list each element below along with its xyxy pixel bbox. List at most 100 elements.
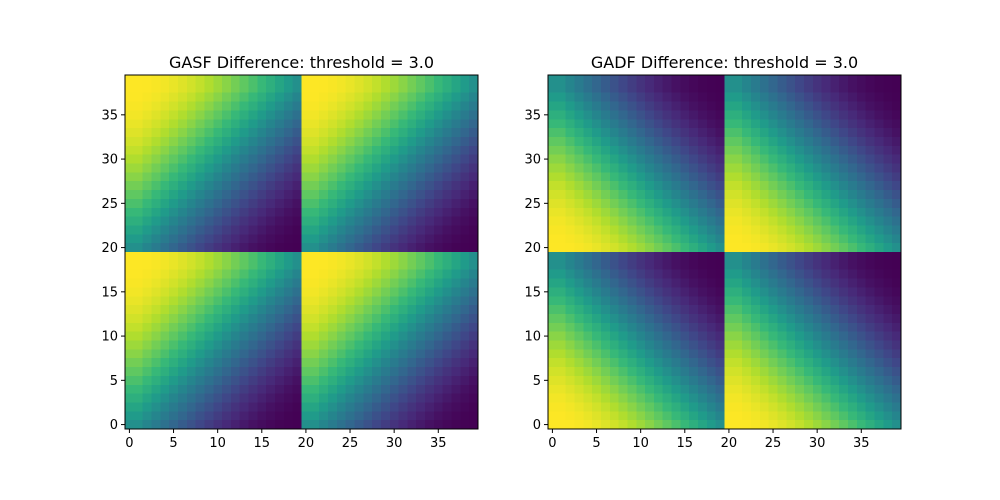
gasf-cell: [195, 190, 205, 200]
gasf-cell: [363, 358, 373, 368]
gadf-cell: [733, 287, 743, 297]
gadf-cell: [892, 340, 902, 350]
gadf-cell: [874, 358, 884, 368]
gasf-cell: [319, 234, 329, 244]
gadf-cell: [795, 92, 805, 102]
gadf-cell: [821, 243, 831, 253]
gasf-cell: [389, 296, 399, 306]
gadf-cell: [689, 269, 699, 279]
gadf-cell: [892, 420, 902, 430]
gasf-cell: [442, 234, 452, 244]
gadf-cell: [627, 420, 637, 430]
gasf-cell: [327, 278, 338, 288]
gasf-cell: [389, 349, 399, 359]
gadf-cell: [689, 243, 699, 253]
gadf-cell: [777, 287, 787, 297]
gadf-cell: [618, 278, 628, 288]
gasf-cell: [266, 375, 276, 386]
gasf-cell: [283, 340, 294, 350]
gadf-cell: [636, 287, 646, 297]
gasf-cell: [398, 207, 408, 217]
gadf-cell: [724, 313, 734, 324]
gasf-cell: [142, 243, 152, 253]
gasf-cell: [310, 287, 320, 297]
gasf-cell: [354, 163, 364, 173]
gadf-cell: [715, 393, 725, 403]
gasf-cell: [380, 243, 391, 253]
gasf-cell: [363, 287, 373, 297]
gadf-cell: [556, 349, 566, 359]
gadf-cell: [830, 358, 840, 368]
gadf-cell: [786, 216, 796, 226]
gadf-cell: [565, 207, 575, 217]
gadf-cell: [548, 420, 558, 430]
gadf-cell: [715, 225, 725, 235]
gasf-cell: [266, 260, 276, 271]
gasf-cell: [151, 207, 161, 217]
gasf-cell: [451, 225, 461, 235]
gasf-cell: [266, 119, 276, 129]
gadf-cell: [645, 313, 655, 324]
gasf-cell: [354, 252, 364, 262]
gadf-cell: [565, 154, 575, 164]
gasf-cell: [310, 340, 320, 350]
gadf-cell: [768, 269, 778, 279]
gasf-cell: [345, 110, 355, 120]
gasf-cell: [336, 358, 346, 368]
gasf-cell: [239, 234, 249, 244]
gadf-cell: [574, 172, 584, 182]
gadf-cell: [689, 296, 699, 306]
gasf-cell: [275, 163, 285, 173]
gadf-cell: [662, 420, 672, 430]
gasf-cell: [327, 305, 338, 315]
gadf-cell: [715, 207, 725, 217]
gasf-cell: [169, 163, 179, 173]
gadf-cell: [865, 190, 875, 200]
gadf-cell: [777, 393, 787, 403]
gadf-cell: [768, 367, 778, 377]
gadf-cell: [609, 234, 619, 244]
gasf-cell: [169, 172, 179, 182]
gadf-cell: [733, 190, 743, 200]
gasf-cell: [433, 136, 444, 147]
gadf-cell: [680, 234, 690, 244]
gadf-cell: [592, 375, 602, 386]
gasf-cell: [460, 420, 470, 430]
gadf-cell: [662, 172, 672, 182]
gadf-cell: [565, 216, 575, 226]
gadf-cell: [883, 349, 893, 359]
gasf-cell: [239, 92, 249, 102]
gadf-cell: [839, 234, 849, 244]
gadf-cell: [865, 420, 875, 430]
gasf-cell: [469, 101, 479, 111]
gadf-cell: [856, 181, 867, 191]
gasf-cell: [425, 163, 435, 173]
gadf-cell: [803, 358, 814, 368]
gadf-cell: [680, 331, 690, 341]
gasf-cell: [142, 287, 152, 297]
gasf-x-tick-label: 20: [298, 436, 315, 451]
gadf-cell: [556, 313, 566, 324]
gasf-cell: [469, 207, 479, 217]
gasf-cell: [222, 225, 232, 235]
gadf-cell: [645, 154, 655, 164]
gasf-cell: [451, 119, 461, 129]
gasf-cell: [319, 287, 329, 297]
gadf-cell: [786, 358, 796, 368]
gadf-cell: [733, 322, 743, 332]
gadf-cell: [795, 145, 805, 155]
gasf-cell: [380, 367, 391, 377]
gadf-cell: [821, 402, 831, 412]
gadf-cell: [565, 92, 575, 102]
gadf-cell: [698, 367, 708, 377]
gasf-cell: [257, 181, 267, 191]
gadf-cell: [839, 110, 849, 120]
gasf-cell: [248, 75, 258, 85]
gadf-cell: [768, 119, 778, 129]
gadf-cell: [698, 198, 708, 209]
gasf-cell: [319, 190, 329, 200]
gasf-cell: [195, 110, 205, 120]
gadf-cell: [662, 154, 672, 164]
gasf-cell: [230, 287, 241, 297]
gadf-cell: [653, 384, 664, 394]
